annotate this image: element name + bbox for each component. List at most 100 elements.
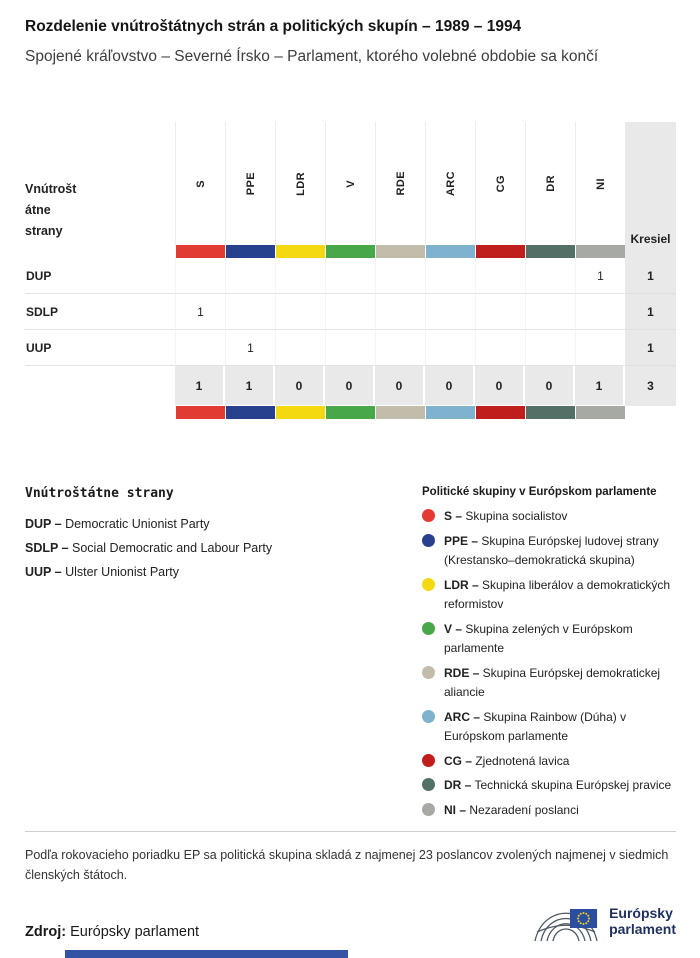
group-color-band [225, 406, 275, 419]
seat-cell [175, 330, 225, 366]
group-color-band [525, 406, 575, 419]
group-color-band [375, 406, 425, 419]
page-title: Rozdelenie vnútroštátnych strán a politi… [25, 18, 522, 35]
group-code: S [194, 179, 207, 188]
seat-cell [575, 330, 625, 366]
group-legend-item: LDR – Skupina liberálov a demokratických… [422, 576, 678, 615]
group-code: NI [594, 177, 607, 190]
group-total-cell: 1 [575, 366, 625, 406]
group-legend-item: DR – Technická skupina Európskej pravice [422, 776, 678, 796]
group-code: ARC – [444, 709, 481, 724]
seat-cell [325, 330, 375, 366]
group-column-header: NI [575, 122, 625, 245]
group-legend-item: RDE – Skupina Európskej demokratickej al… [422, 664, 678, 703]
seat-cell: 1 [225, 330, 275, 366]
group-column-header: ARC [425, 122, 475, 245]
group-total-cell: 0 [425, 366, 475, 406]
political-groups-legend: Politické skupiny v Európskom parlamente… [422, 486, 678, 825]
footnote: Podľa rokovacieho poriadku EP sa politic… [25, 848, 669, 882]
group-code: LDR – [444, 577, 479, 592]
party-full-name: Ulster Unionist Party [61, 565, 179, 579]
group-code: RDE – [444, 665, 480, 680]
groups-legend-title: Politické skupiny v Európskom parlamente [422, 486, 657, 498]
group-code: V – [444, 621, 463, 636]
group-full-name: Skupina zelených v Európskom parlamente [444, 621, 633, 656]
group-column-header: PPE [225, 122, 275, 245]
party-legend-item: UUP – Ulster Unionist Party [25, 565, 385, 579]
logo-text-line: Európsky [609, 905, 673, 921]
group-total-cell: 0 [375, 366, 425, 406]
party-code: DUP – [25, 517, 62, 531]
group-code: PPE – [444, 533, 479, 548]
group-total-cell: 0 [325, 366, 375, 406]
group-color-dot [422, 665, 435, 679]
parties-legend-title: Vnútroštátne strany [25, 486, 174, 501]
group-color-band [475, 406, 525, 419]
group-code: DR [544, 175, 557, 192]
group-color-band [325, 245, 375, 258]
seat-cell [525, 330, 575, 366]
band-spacer [25, 406, 175, 419]
seat-cell [225, 258, 275, 294]
logo-text: Európsky parlament [609, 905, 676, 937]
party-full-name: Social Democratic and Labour Party [68, 541, 273, 555]
grand-total-seats: 3 [625, 366, 676, 406]
band-spacer [625, 406, 676, 419]
divider-line [25, 831, 676, 832]
party-legend-item: DUP – Democratic Unionist Party [25, 517, 385, 531]
group-total-cell: 0 [475, 366, 525, 406]
group-full-name: Skupina Európskej demokratickej aliancie [444, 665, 661, 700]
party-legend-item: SDLP – Social Democratic and Labour Part… [25, 541, 385, 555]
group-color-band [325, 406, 375, 419]
group-code: ARC [444, 170, 457, 197]
group-code: CG [494, 174, 507, 193]
group-legend-item: V – Skupina zelených v Európskom parlame… [422, 620, 678, 659]
group-color-band [425, 406, 475, 419]
group-column-header: CG [475, 122, 525, 245]
seat-cell [475, 294, 525, 330]
group-code: S – [444, 509, 463, 523]
seat-cell [275, 294, 325, 330]
group-column-header: DR [525, 122, 575, 245]
logo-text-line: parlament [609, 921, 676, 937]
group-full-name: Skupina liberálov a demokratických refor… [444, 577, 671, 612]
group-code: RDE [394, 171, 407, 196]
seat-cell [525, 294, 575, 330]
group-total-cell: 0 [525, 366, 575, 406]
seat-cell [475, 258, 525, 294]
page-subtitle: Spojené kráľovstvo – Severné Írsko – Par… [25, 48, 599, 65]
seat-cell [375, 294, 425, 330]
group-column-header: RDE [375, 122, 425, 245]
group-color-band [175, 406, 225, 419]
group-color-band [475, 245, 525, 258]
group-total-cell: 1 [225, 366, 275, 406]
seat-cell [175, 258, 225, 294]
group-color-dot [422, 533, 435, 547]
seat-cell [575, 294, 625, 330]
group-color-band [175, 245, 225, 258]
party-name: SDLP [25, 294, 175, 330]
row-seats-total: 1 [625, 294, 676, 330]
row-header-line: strany [25, 224, 63, 238]
group-code: V [344, 179, 357, 188]
group-color-dot [422, 753, 435, 767]
group-full-name: Zjednotená lavica [472, 753, 570, 768]
group-full-name: Skupina Európskej ludovej strany (Kresta… [444, 533, 659, 568]
hemicycle-eu-flag-icon [534, 909, 598, 942]
group-full-name: Nezaradení poslanci [466, 802, 579, 817]
european-parliament-logo: Európsky parlament [530, 896, 676, 946]
group-full-name: Skupina socialistov [462, 509, 568, 523]
seat-cell [275, 330, 325, 366]
source-value: Európsky parlament [66, 924, 200, 940]
group-color-band [425, 245, 475, 258]
group-color-dot [422, 709, 435, 723]
row-seats-total: 1 [625, 258, 676, 294]
party-name: UUP [25, 330, 175, 366]
group-legend-item: S – Skupina socialistov [422, 507, 678, 527]
seat-cell [325, 258, 375, 294]
party-code: SDLP – [25, 541, 69, 555]
row-header-line: Vnútrošt [25, 182, 77, 196]
group-code: LDR [294, 171, 307, 196]
group-color-band [225, 245, 275, 258]
group-total-cell: 1 [175, 366, 225, 406]
